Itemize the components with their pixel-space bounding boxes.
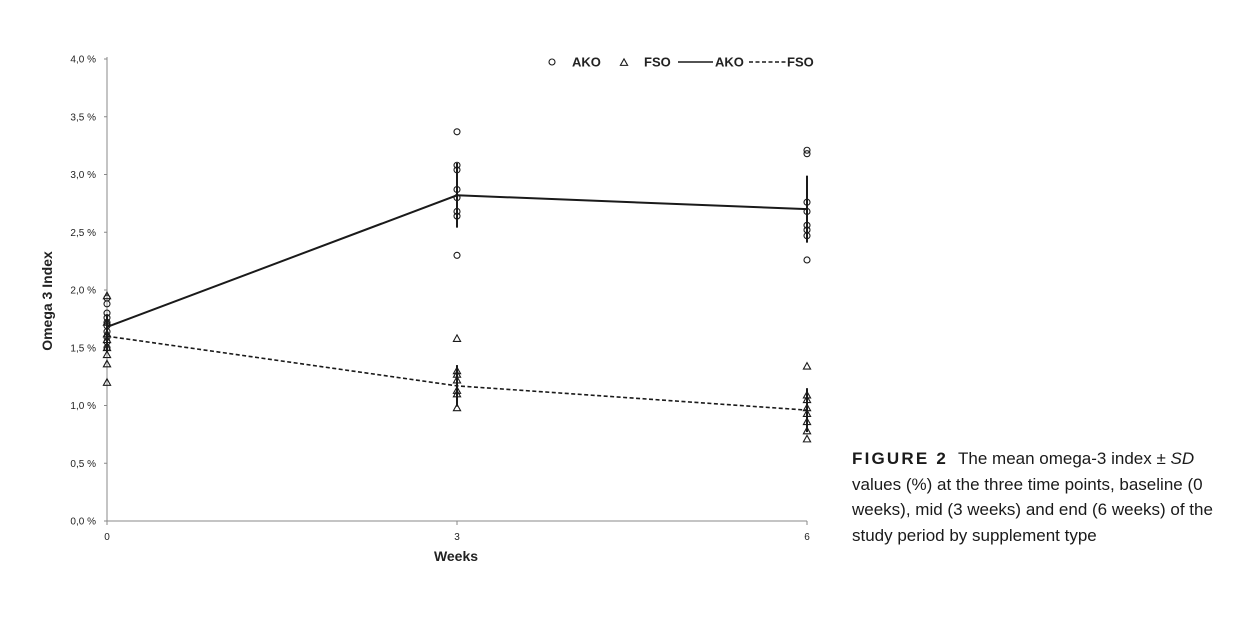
data-point-ako-0 [453,212,461,220]
data-point-ako-0 [803,198,811,206]
data-point-fso-1 [802,416,812,426]
data-point-fso-1 [102,317,112,326]
data-point-fso-1 [452,375,462,384]
figure-caption: FIGURE 2 The mean omega-3 index ± SD valu… [852,446,1224,548]
data-point-ako-0 [453,128,461,136]
caption-text-2: values (%) at the three time points, bas… [852,474,1213,545]
legend-marker-ako [548,58,556,66]
caption-text-1: The mean omega-3 index ± [958,449,1171,468]
data-point-fso-1 [102,291,112,300]
legend-label-fso: FSO [644,55,671,70]
data-point-fso-1 [802,426,812,435]
legend-label-ako: AKO [572,55,601,70]
legend-label-ako-line: AKO [715,55,744,70]
legend-marker-fso [619,57,629,66]
y-tick-label: 0,5 % [70,459,96,470]
caption-text-sd: SD [1170,449,1195,468]
y-tick-label: 3,0 % [70,170,96,181]
data-point-fso-1 [802,408,812,418]
data-point-ako-0 [453,251,461,259]
data-point-fso-1 [802,434,812,443]
y-tick-label: 0,0 % [70,517,96,528]
data-point-fso-1 [802,361,812,370]
y-tick-label: 1,5 % [70,343,96,354]
mean-line-ako-0 [106,194,808,328]
y-tick-label: 2,5 % [70,228,96,239]
data-point-ako-0 [453,166,461,174]
y-tick-label: 4,0 % [70,55,96,66]
data-point-fso-1 [452,333,462,342]
data-point-fso-1 [452,403,462,412]
y-tick-label: 1,0 % [70,401,96,412]
data-point-ako-0 [453,207,461,216]
caption-label: FIGURE 2 [852,449,949,468]
x-axis-title: Weeks [434,548,478,564]
data-point-fso-1 [102,349,112,359]
data-point-fso-1 [802,394,812,404]
data-point-ako-0 [453,185,461,194]
data-point-fso-1 [452,366,462,375]
data-point-fso-1 [452,389,462,398]
x-tick-label: 6 [804,532,810,543]
data-point-fso-1 [802,390,812,399]
data-point-fso-1 [452,385,462,394]
data-point-ako-0 [803,232,811,240]
data-point-ako-0 [803,207,811,216]
data-point-ako-0 [103,309,111,317]
data-point-ako-0 [803,221,811,229]
y-tick-label: 2,0 % [70,286,96,297]
data-point-fso-1 [102,334,112,344]
data-point-ako-0 [103,300,111,308]
x-tick-label: 3 [454,532,460,543]
data-point-ako-0 [453,194,461,202]
data-point-fso-1 [102,359,112,368]
data-point-ako-0 [803,146,811,154]
legend-label-fso-line: FSO [787,55,814,70]
data-point-ako-0 [803,150,811,158]
data-point-ako-0 [453,161,461,169]
y-tick-label: 3,5 % [70,112,96,123]
y-axis-title: Omega 3 Index [39,251,55,351]
x-tick-label: 0 [104,532,110,543]
data-point-fso-1 [102,377,112,386]
data-point-ako-0 [803,256,811,264]
